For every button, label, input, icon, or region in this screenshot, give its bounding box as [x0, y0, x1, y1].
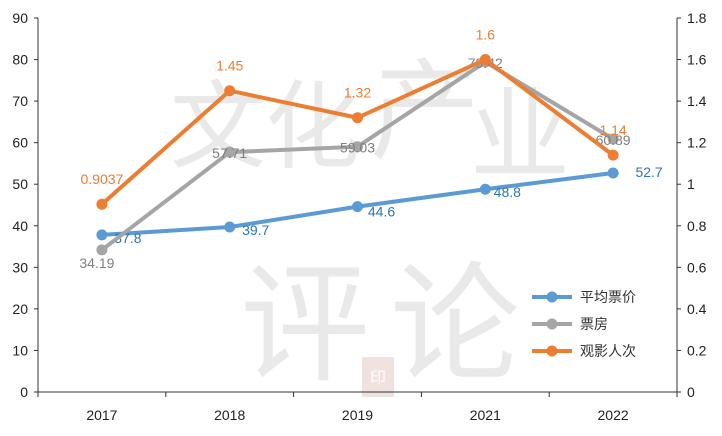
data-point [96, 198, 108, 210]
data-point [96, 229, 108, 241]
right-tick-label: 1.6 [687, 52, 707, 68]
watermark-seal-text: 印 [370, 368, 386, 387]
data-label: 39.7 [242, 222, 269, 238]
legend-swatch-marker [546, 318, 558, 330]
x-tick-label: 2022 [598, 407, 629, 423]
left-tick-label: 70 [12, 93, 28, 109]
x-axis-ticks: 2017 2018 2019 2021 2022 [37, 392, 678, 423]
left-tick-label: 0 [20, 384, 28, 400]
x-tick-label: 2021 [470, 407, 501, 423]
data-label: 52.7 [635, 164, 662, 180]
data-label: 59.03 [340, 140, 375, 156]
left-tick-label: 30 [12, 259, 28, 275]
watermark-seal [362, 357, 394, 397]
watermark-char-1: 化 [265, 71, 361, 183]
watermark-char-0: 文 [170, 71, 266, 183]
legend-label: 平均票价 [580, 290, 636, 306]
watermark: 文 化 产 业 评 论 印 [170, 48, 570, 401]
right-tick-label: 1.4 [687, 93, 707, 109]
left-tick-label: 80 [12, 52, 28, 68]
data-point [607, 167, 619, 179]
watermark-char-3: 业 [470, 77, 570, 194]
right-axis-ticks: 0 0.2 0.4 0.6 0.8 1 1.2 1.4 1.6 1.8 [677, 10, 707, 400]
data-point [224, 221, 236, 233]
left-tick-label: 60 [12, 135, 28, 151]
right-tick-label: 0.2 [687, 342, 707, 358]
right-tick-label: 0.6 [687, 259, 707, 275]
watermark-char-4: 评 [240, 249, 370, 401]
x-tick-label: 2018 [214, 407, 245, 423]
legend-swatch-marker [546, 291, 558, 303]
right-tick-label: 0.8 [687, 218, 707, 234]
right-tick-label: 1.2 [687, 135, 707, 151]
right-tick-label: 1.8 [687, 10, 707, 26]
series-2: 0.9037 1.45 1.32 1.6 1.14 [80, 27, 627, 210]
data-point [479, 54, 491, 66]
data-label: 0.9037 [80, 171, 123, 187]
left-tick-label: 10 [12, 342, 28, 358]
watermark-char-2: 产 [370, 48, 480, 176]
series-0: 37.8 39.744.648.852.7 [96, 164, 663, 246]
right-tick-label: 0 [687, 384, 695, 400]
data-label: 1.32 [344, 85, 371, 101]
data-point [352, 112, 363, 124]
data-label: 44.6 [368, 204, 395, 220]
data-point [224, 85, 236, 97]
data-label: 1.45 [216, 58, 243, 74]
watermark-char-5: 论 [390, 249, 520, 401]
data-label: 60.89 [596, 132, 631, 148]
data-point [352, 201, 363, 213]
right-tick-label: 0.4 [687, 301, 707, 317]
data-label: 34.19 [79, 255, 114, 271]
data-point [224, 146, 236, 158]
left-tick-label: 20 [12, 301, 28, 317]
data-point [96, 244, 108, 256]
series-layer: 37.839.744.648.852.734.1957.7159.0379.42… [79, 27, 663, 271]
data-label: 1.14 [599, 122, 626, 138]
data-point [607, 149, 619, 161]
x-tick-label: 2019 [342, 407, 373, 423]
left-tick-label: 50 [12, 176, 28, 192]
data-label: 1.6 [476, 27, 496, 43]
data-label: 48.8 [494, 184, 521, 200]
data-point [607, 133, 619, 145]
right-tick-label: 1 [687, 176, 695, 192]
left-tick-label: 90 [12, 10, 28, 26]
data-point [479, 183, 491, 195]
legend-label: 观影人次 [580, 344, 636, 360]
legend-swatch-marker [546, 345, 558, 357]
data-point [352, 141, 363, 153]
x-tick-label: 2017 [86, 407, 117, 423]
left-tick-label: 40 [12, 218, 28, 234]
left-axis-ticks: 0 10 20 30 40 50 60 70 80 90 [12, 10, 38, 400]
data-label: 57.71 [212, 145, 247, 161]
legend-label: 票房 [580, 317, 608, 333]
